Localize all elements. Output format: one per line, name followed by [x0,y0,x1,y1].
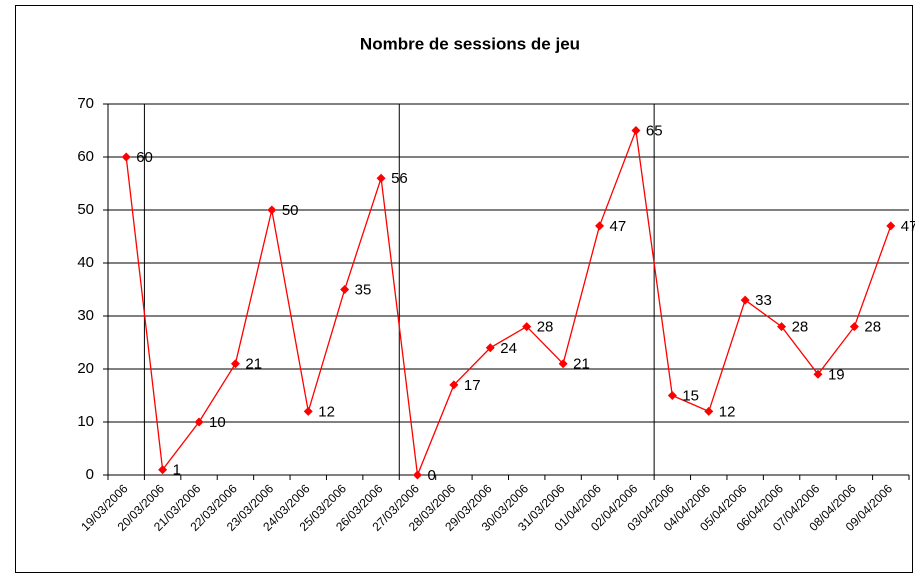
y-tick-label: 20 [77,360,94,377]
data-label: 21 [573,356,590,373]
data-label: 35 [355,281,372,298]
data-point [340,285,350,294]
data-point [631,126,641,135]
data-point [740,295,750,305]
data-point [558,359,568,369]
data-point [813,369,823,379]
data-label: 65 [646,122,663,139]
data-label: 12 [719,403,736,420]
data-label: 12 [318,403,335,420]
data-point [704,406,714,416]
data-label: 28 [864,319,881,336]
data-label: 10 [209,414,226,431]
data-point [777,322,787,332]
data-label: 60 [136,149,153,166]
data-label: 47 [610,218,627,235]
data-point [595,221,605,231]
data-line [125,130,892,478]
data-point [230,359,240,369]
data-point [303,406,313,416]
y-tick-label: 30 [77,307,94,324]
data-point [522,322,532,332]
data-label: 28 [537,319,554,336]
data-point [449,380,459,390]
data-label: 33 [755,292,772,309]
data-label: 24 [500,340,517,357]
y-tick-label: 40 [77,254,94,271]
data-point [667,391,677,400]
data-label: 17 [464,377,481,394]
data-point [376,173,386,183]
data-point [849,322,859,332]
chart-title: Nombre de sessions de jeu [360,34,580,53]
data-point [267,205,277,215]
data-point [485,343,495,353]
data-point [158,465,168,475]
data-label: 28 [792,319,809,336]
data-point [194,417,204,427]
y-tick-label: 70 [77,95,94,112]
data-label: 47 [901,218,915,235]
data-label: 15 [682,387,699,404]
y-tick-label: 50 [77,201,94,218]
data-label: 0 [427,467,435,484]
data-label: 50 [282,202,299,219]
y-tick-label: 0 [86,466,94,483]
data-label: 19 [828,366,845,383]
data-point [121,152,131,162]
data-label: 21 [245,356,262,373]
y-tick-label: 60 [77,148,94,165]
data-label: 1 [173,462,181,479]
y-tick-label: 10 [77,413,94,430]
data-point [412,470,422,480]
data-point [886,221,896,231]
data-label: 56 [391,170,408,187]
